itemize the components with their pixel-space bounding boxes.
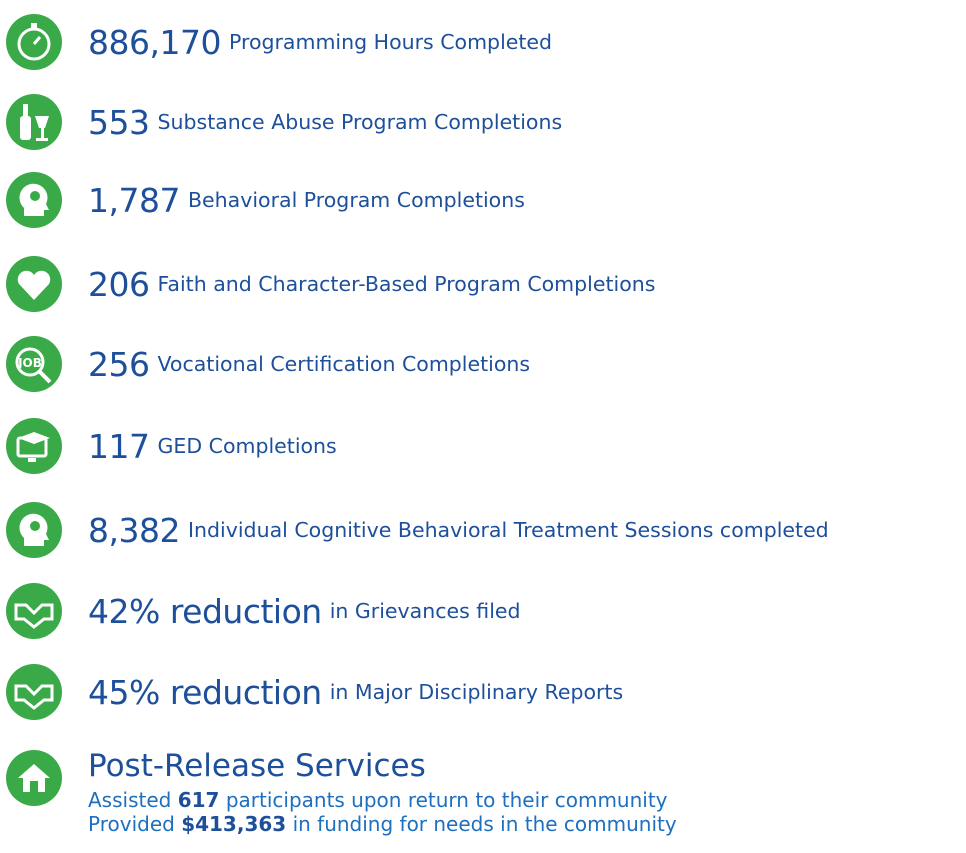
stat-number: 206: [88, 264, 150, 304]
line-prefix: Assisted: [88, 788, 172, 812]
icon: JOB: [6, 336, 62, 392]
icon: [6, 583, 62, 639]
stat-number: 45% reduction: [88, 672, 322, 712]
line-number: 617: [177, 788, 220, 812]
post-line: Assisted 617 participants upon return to…: [88, 788, 668, 812]
icon: [6, 94, 62, 150]
stat-number: 42% reduction: [88, 591, 322, 631]
stat-text: 256 Vocational Certification Completions: [88, 334, 530, 394]
stat-text: 45% reduction in Major Disciplinary Repor…: [88, 662, 623, 722]
icon: [6, 14, 62, 70]
line-suffix: participants upon return to their commun…: [225, 788, 668, 812]
stat-text: 8,382 Individual Cognitive Behavioral Tre…: [88, 500, 829, 560]
stat-row: 117 GED Completions: [0, 416, 966, 476]
icon: [6, 172, 62, 228]
stat-label: Programming Hours Completed: [228, 30, 553, 54]
stat-label: in Major Disciplinary Reports: [329, 680, 624, 704]
line-number: $413,363: [181, 812, 287, 836]
stat-row: 8,382 Individual Cognitive Behavioral Tre…: [0, 500, 966, 560]
stat-row: 553 Substance Abuse Program Completions: [0, 92, 966, 152]
line-prefix: Provided: [88, 812, 175, 836]
stat-label: Vocational Certification Completions: [157, 352, 531, 376]
stat-label: Faith and Character-Based Program Comple…: [157, 272, 656, 296]
stat-row: 42% reduction in Grievances filed: [0, 581, 966, 641]
stat-label: Individual Cognitive Behavioral Treatmen…: [187, 518, 829, 542]
stat-text: 206 Faith and Character-Based Program Com…: [88, 254, 655, 314]
stat-text: 553 Substance Abuse Program Completions: [88, 92, 562, 152]
stat-row: 45% reduction in Major Disciplinary Repor…: [0, 662, 966, 722]
post-line: Provided $413,363 in funding for needs i…: [88, 812, 677, 836]
stat-text: 42% reduction in Grievances filed: [88, 581, 521, 641]
stat-text: 886,170 Programming Hours Completed: [88, 12, 552, 72]
stat-label: Substance Abuse Program Completions: [157, 110, 563, 134]
stat-number: 1,787: [88, 180, 180, 220]
stat-label: GED Completions: [157, 434, 337, 458]
stat-row: 886,170 Programming Hours Completed: [0, 12, 966, 72]
icon: [6, 418, 62, 474]
stat-number: 553: [88, 102, 150, 142]
stat-row: JOB 256 Vocational Certification Completio…: [0, 334, 966, 394]
stat-text: 1,787 Behavioral Program Completions: [88, 170, 525, 230]
post-title: Post-Release Services: [88, 748, 426, 784]
stat-label: Behavioral Program Completions: [187, 188, 525, 212]
stat-number: 8,382: [88, 510, 180, 550]
svg-text:JOB: JOB: [17, 356, 42, 370]
stat-label: in Grievances filed: [329, 599, 521, 623]
stat-number: 886,170: [88, 22, 221, 62]
icon: [6, 664, 62, 720]
stat-number: 256: [88, 344, 150, 384]
post-release: Post-Release Services Assisted 617 partic…: [0, 748, 966, 853]
stat-text: 117 GED Completions: [88, 416, 337, 476]
stat-number: 117: [88, 426, 150, 466]
stat-row: 1,787 Behavioral Program Completions: [0, 170, 966, 230]
line-suffix: in funding for needs in the community: [292, 812, 677, 836]
icon: [6, 502, 62, 558]
icon: [6, 256, 62, 312]
icon: [6, 750, 62, 806]
stat-row: 206 Faith and Character-Based Program Com…: [0, 254, 966, 314]
